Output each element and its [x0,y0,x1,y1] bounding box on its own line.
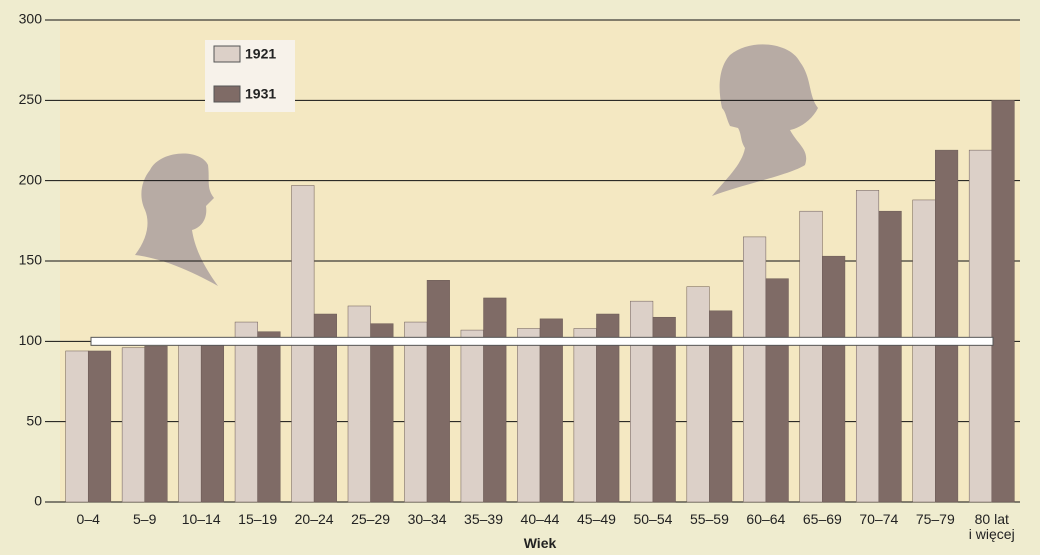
bar [347,305,371,503]
bar [121,347,145,503]
bar [234,321,258,503]
bar [178,344,202,503]
y-tick-label: 150 [19,252,43,268]
y-tick-label: 50 [26,412,42,428]
bar [65,350,89,503]
bar [799,210,823,503]
x-tick-label: 35–39 [464,511,503,527]
legend-swatch [213,45,241,63]
x-tick-label: 80 lat i więcej [968,511,1015,542]
bar [596,313,620,503]
bar [257,331,281,503]
bar [313,313,337,503]
x-tick-label: 65–69 [802,511,842,527]
x-tick-label: 50–54 [633,511,673,527]
bar [968,149,993,503]
bar [370,323,394,503]
bar [200,344,225,503]
bar [686,286,710,503]
x-tick-label: 40–44 [520,511,560,527]
x-tick-label: 30–34 [407,511,447,527]
bar [144,345,168,503]
bar [709,310,733,503]
bar [404,321,428,503]
bar [87,350,112,503]
bar [912,199,936,503]
y-tick-label: 0 [34,493,42,509]
x-tick-label: 25–29 [351,511,391,527]
x-tick-label: 75–79 [915,511,955,527]
bar [630,300,654,503]
bar [935,149,959,503]
bar [765,278,789,503]
bar [991,100,1015,503]
male-silhouette [135,153,218,286]
bar [539,318,563,503]
legend-label: 1931 [245,86,276,102]
y-tick-label: 250 [19,91,43,107]
x-tick-label: 70–74 [859,511,899,527]
bar [460,329,484,503]
x-tick-label: 60–64 [746,511,786,527]
y-tick-label: 300 [19,11,43,27]
bar [517,328,541,503]
bar [878,210,902,503]
bar [426,280,450,503]
legend-label: 1921 [245,46,276,62]
y-tick-label: 200 [19,171,43,187]
x-tick-label: 0–4 [76,511,100,527]
bar [483,297,507,503]
legend-swatch [213,85,241,103]
x-tick-label: 5–9 [133,511,157,527]
x-axis-label: Wiek [523,535,557,551]
reference-line [90,336,994,346]
bar [855,190,880,503]
bar [822,255,846,503]
x-tick-label: 10–14 [181,511,221,527]
x-tick-label: 15–19 [238,511,278,527]
x-tick-label: 20–24 [294,511,334,527]
y-tick-label: 100 [19,332,43,348]
bar [743,236,767,503]
bar [573,328,597,503]
female-silhouette [712,44,818,196]
x-tick-label: 45–49 [577,511,616,527]
x-tick-label: 55–59 [689,511,729,527]
bar [652,316,676,503]
